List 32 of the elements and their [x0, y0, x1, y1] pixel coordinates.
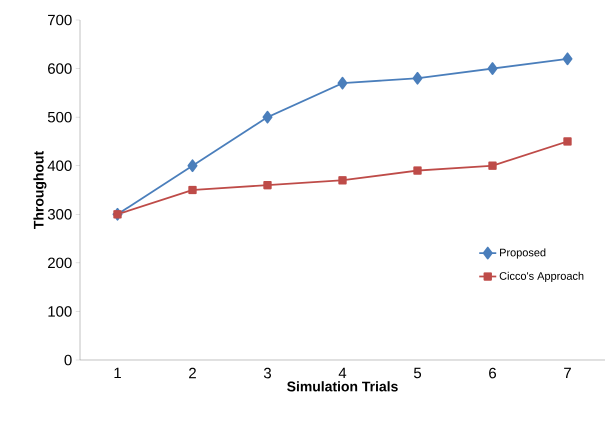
x-tick-label: 7 — [564, 368, 571, 378]
x-tick-label: 2 — [189, 368, 196, 378]
point — [488, 162, 497, 170]
y-tick-label: 700 — [48, 14, 72, 26]
y-tick-label: 600 — [48, 63, 72, 74]
legend-label: Proposed — [500, 248, 546, 259]
point — [187, 159, 198, 172]
x-tick-label: 5 — [414, 368, 422, 378]
point — [188, 186, 197, 194]
y-tick-label: 500 — [48, 112, 72, 122]
y-tick-label: 200 — [48, 258, 72, 268]
point — [262, 110, 273, 124]
legend-label: Cicco's Approach — [500, 272, 584, 282]
x-tick-label: 3 — [264, 368, 271, 378]
point — [413, 166, 422, 175]
point — [263, 180, 272, 190]
y-tick-label: 300 — [48, 208, 72, 220]
point — [563, 137, 572, 146]
y-tick-label: 400 — [48, 160, 72, 171]
x-tick-label: 6 — [489, 368, 496, 378]
y-tick-label: 0 — [64, 354, 72, 366]
y-axis-title: Throughout — [33, 151, 46, 229]
point — [562, 52, 573, 66]
point — [337, 76, 348, 90]
x-tick-label: 4 — [338, 368, 346, 378]
point — [113, 210, 122, 218]
point — [412, 72, 423, 85]
point — [338, 176, 347, 184]
x-tick-label: 1 — [114, 368, 121, 378]
point — [487, 62, 498, 75]
x-axis-title: Simulation Trials — [287, 381, 398, 392]
y-tick-label: 100 — [48, 306, 72, 317]
